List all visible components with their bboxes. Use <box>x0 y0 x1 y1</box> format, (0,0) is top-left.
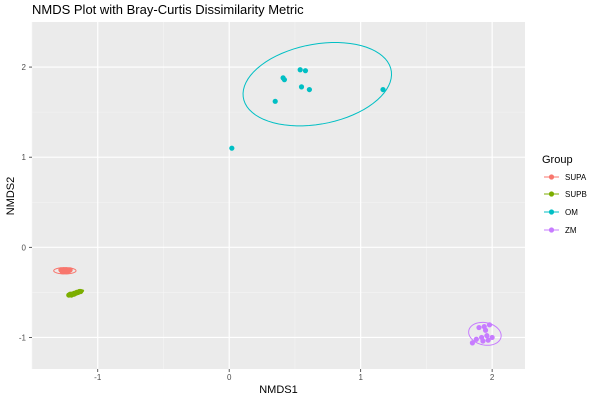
y-tick-label: -1 <box>19 333 27 342</box>
plot-panel <box>32 22 525 369</box>
x-tick-label: 2 <box>490 373 495 382</box>
legend-label: SUPA <box>565 173 587 182</box>
point-zm <box>489 334 495 341</box>
legend-label: SUPB <box>565 190 587 199</box>
x-tick-label: 1 <box>358 373 363 382</box>
point-zm <box>469 340 476 346</box>
point-zm <box>485 337 491 343</box>
y-tick-label: 0 <box>22 243 27 252</box>
data-points <box>58 67 495 346</box>
point-zm <box>476 324 482 331</box>
grid-major <box>32 22 525 369</box>
y-tick-label: 2 <box>22 63 27 72</box>
point-zm <box>486 322 493 328</box>
legend-item-supa: SUPA <box>544 173 587 182</box>
legend: Group SUPA SUPB OM ZM <box>542 154 587 235</box>
point-om <box>229 145 235 151</box>
legend-key-point <box>548 191 555 197</box>
x-axis: -1 0 1 2 <box>94 369 495 382</box>
ellipse-zm <box>468 321 502 346</box>
point-zm <box>480 338 486 344</box>
point-zm <box>481 324 487 330</box>
point-om <box>298 84 305 90</box>
point-supb <box>78 288 84 295</box>
x-tick-label: -1 <box>94 373 102 382</box>
legend-label: OM <box>565 208 578 217</box>
point-zm <box>484 333 490 339</box>
chart-title: NMDS Plot with Bray-Curtis Dissimilarity… <box>32 2 304 17</box>
y-tick-label: 1 <box>22 153 27 162</box>
y-axis: -1 0 1 2 <box>19 63 32 342</box>
grid-minor <box>31 22 525 369</box>
point-supa <box>63 269 69 275</box>
ellipse-om <box>242 42 393 127</box>
point-om <box>297 67 303 73</box>
legend-item-om: OM <box>544 208 578 217</box>
legend-key-point <box>548 174 555 180</box>
point-om <box>306 86 312 93</box>
point-supb <box>71 291 77 297</box>
y-axis-title: NMDS2 <box>5 177 17 216</box>
point-om <box>380 86 386 93</box>
legend-key-point <box>548 227 555 233</box>
point-om <box>272 98 278 104</box>
legend-item-supb: SUPB <box>544 190 587 199</box>
x-tick-label: 0 <box>227 373 232 382</box>
legend-key-point <box>548 209 555 215</box>
point-om <box>302 68 309 74</box>
legend-title: Group <box>542 154 573 166</box>
point-om <box>281 77 288 83</box>
legend-label: ZM <box>565 226 577 235</box>
point-supa <box>67 267 73 273</box>
point-zm <box>473 336 479 342</box>
x-axis-title: NMDS1 <box>259 384 298 396</box>
legend-item-zm: ZM <box>544 226 577 235</box>
legend-items: SUPA SUPB OM ZM <box>544 173 587 235</box>
